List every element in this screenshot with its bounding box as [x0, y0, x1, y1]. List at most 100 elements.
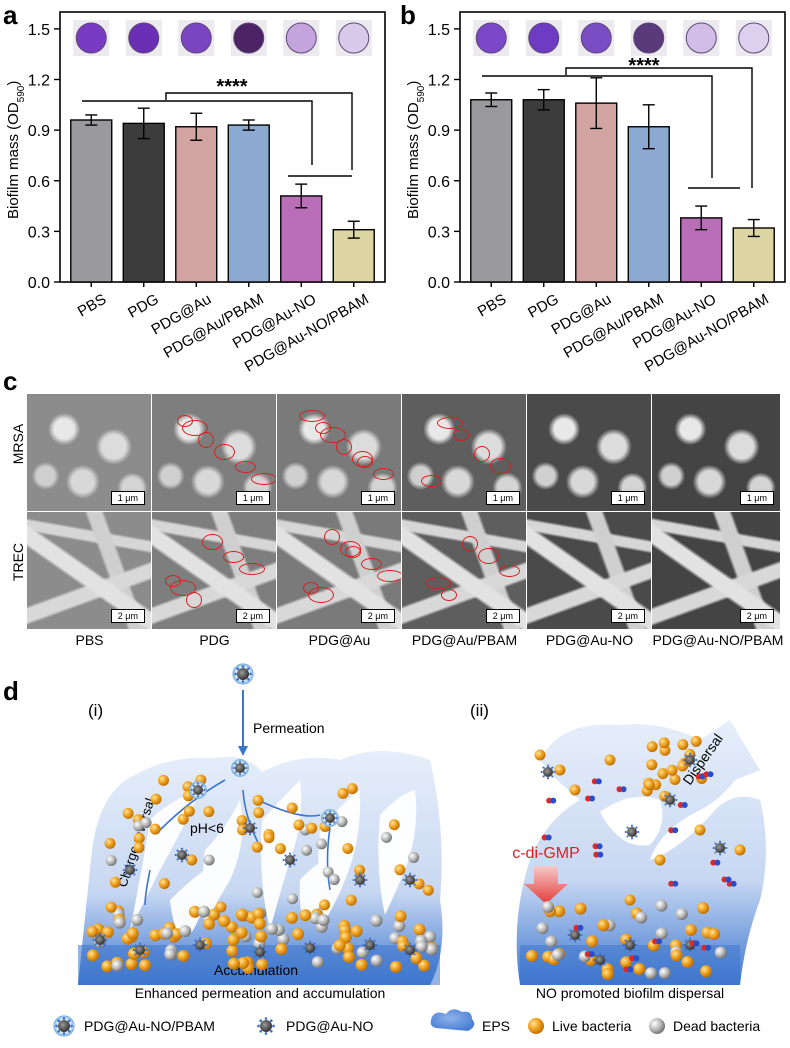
particle-dot: [622, 943, 625, 947]
eps-highlight-circle: [441, 589, 457, 601]
particle-dot: [322, 816, 325, 820]
particle-dot: [293, 854, 296, 857]
particle-dot: [122, 868, 125, 872]
live-bacterium: [525, 949, 538, 962]
dead-bacterium: [140, 817, 152, 829]
particle-dot: [295, 858, 298, 862]
caption-left: Enhanced permeation and accumulation: [135, 985, 386, 1001]
well-image: [338, 22, 370, 54]
eps-highlight-circle: [373, 468, 394, 480]
particle-dot: [635, 826, 638, 829]
particle-dot: [682, 758, 685, 762]
live-bacterium: [388, 819, 400, 831]
particle-dot: [624, 948, 627, 951]
live-bacterium: [684, 923, 697, 936]
particle-dot: [103, 943, 106, 946]
eps-highlight-circle: [490, 458, 511, 474]
live-bacterium: [183, 805, 195, 817]
no-molecule: [677, 802, 688, 809]
bar: [227, 124, 270, 283]
dead-bacterium: [286, 893, 298, 905]
legend-no-label: PDG@Au-NO: [286, 1018, 373, 1034]
dead-bacterium: [301, 844, 313, 856]
particle-dot: [413, 953, 416, 956]
no-nanoparticle: [132, 942, 148, 958]
no-atom-n: [730, 880, 737, 887]
well-image: [633, 22, 665, 54]
legend-pbam-icon: [53, 1015, 75, 1037]
label-accumulation: Accumulation: [214, 962, 298, 978]
legend-dead-label: Dead bacteria: [673, 1018, 760, 1034]
live-bacterium: [350, 925, 363, 938]
particle-dot: [551, 766, 554, 769]
well-image: [528, 22, 560, 54]
dead-bacterium: [635, 911, 648, 924]
particle-dot: [132, 948, 135, 952]
live-bacterium: [601, 968, 614, 981]
particle-dot: [67, 1019, 71, 1023]
live-bacterium: [104, 837, 116, 849]
sem-image: 2 μm: [277, 512, 401, 629]
no-nanoparticle: [282, 852, 298, 868]
scale-bar: 1 μm: [610, 491, 645, 505]
live-bacterium: [133, 842, 145, 854]
live-bacterium: [643, 779, 655, 791]
sem-image: 1 μm: [152, 394, 276, 511]
particle-dot: [633, 948, 636, 951]
eps-highlight-circle: [336, 439, 352, 455]
particle-dot: [592, 958, 595, 962]
particle-dot: [304, 942, 307, 945]
no-nanoparticle: [352, 872, 368, 888]
particle-dot: [368, 950, 372, 953]
live-bacterium: [203, 806, 215, 818]
live-bacterium: [256, 958, 269, 971]
live-bacterium: [394, 910, 407, 923]
dead-bacterium: [645, 967, 658, 980]
particle-dot: [688, 752, 692, 755]
live-bacterium: [677, 739, 689, 751]
dead-bacterium: [545, 935, 558, 948]
no-nanoparticle: [252, 944, 268, 960]
live-bacterium: [418, 959, 431, 972]
particle-dot: [234, 672, 237, 676]
no-molecule: [584, 951, 595, 958]
permeation-arrowhead: [238, 746, 248, 756]
particle-dot: [203, 788, 206, 792]
live-bacterium: [188, 905, 201, 918]
dead-bacterium: [370, 914, 383, 927]
particle-dot: [190, 788, 193, 792]
significance-bracket: [482, 75, 713, 178]
live-bacterium: [354, 864, 366, 876]
particle-dot: [272, 1024, 275, 1028]
particle-dot: [264, 1032, 268, 1035]
biofilm-right-gap: [600, 796, 663, 846]
live-bacterium: [253, 917, 266, 930]
pbam-nanoparticle: [189, 781, 207, 799]
particle-dot: [718, 853, 722, 856]
live-bacterium: [149, 823, 161, 835]
particle-core: [125, 865, 135, 875]
sem-image: 1 μm: [27, 394, 151, 511]
no-molecule: [592, 843, 603, 850]
particle-dot: [254, 946, 257, 949]
y-tick-label: 1.5: [428, 22, 450, 39]
particle-dot: [402, 878, 405, 882]
no-atom-n: [707, 771, 714, 778]
particle-dot: [124, 873, 127, 876]
dead-bacterium: [203, 854, 215, 866]
legend-pbam-label: PDG@Au-NO/PBAM: [84, 1018, 215, 1034]
live-bacterium: [694, 824, 706, 836]
particle-dot: [540, 770, 543, 774]
no-atom-n: [656, 938, 663, 945]
particle-core: [570, 930, 580, 940]
particle-dot: [404, 953, 407, 956]
dead-bacterium: [655, 927, 668, 940]
no-atom-n: [627, 966, 634, 973]
pbam-nanoparticle: [232, 663, 254, 685]
particle-dot: [145, 948, 148, 952]
live-bacterium: [646, 741, 658, 753]
particle-dot: [551, 775, 554, 778]
y-tick-label: 0.0: [28, 275, 50, 292]
dead-bacterium: [425, 943, 438, 956]
particles: [86, 663, 746, 981]
